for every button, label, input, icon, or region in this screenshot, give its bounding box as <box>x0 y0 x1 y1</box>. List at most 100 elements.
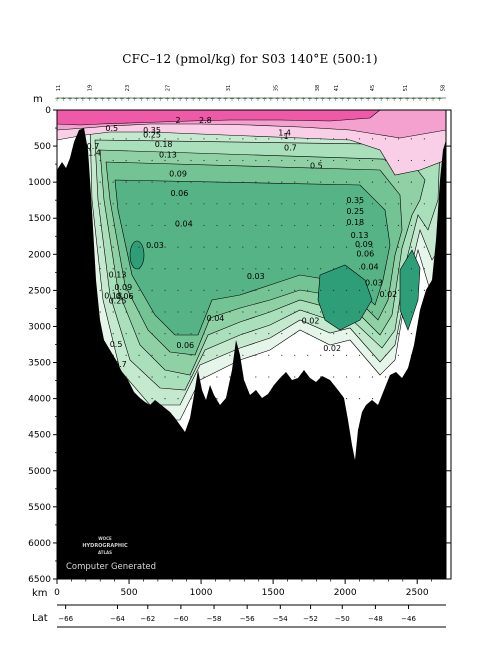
core-pocket <box>129 240 145 270</box>
sample-dot <box>268 246 270 248</box>
sample-dot <box>164 333 166 335</box>
contour-label: 0.35 <box>346 196 364 205</box>
contour-label: 0.02 <box>379 290 397 299</box>
station-label: 45 <box>370 85 376 91</box>
station-marker: + <box>340 96 345 103</box>
sample-dot <box>190 181 192 183</box>
sample-dot <box>358 181 361 183</box>
y-tick-label: 3000 <box>28 322 51 332</box>
sample-dot <box>307 354 309 356</box>
station-marker: + <box>411 96 416 103</box>
sample-dot <box>294 203 296 205</box>
y-tick-label: 2500 <box>28 286 51 296</box>
sample-points <box>99 138 425 400</box>
sample-dot <box>216 268 218 270</box>
sample-dot <box>384 246 387 248</box>
y-tick-label: 500 <box>34 142 51 152</box>
y-tick-label: 4500 <box>28 431 51 441</box>
contour-label: 0.06 <box>176 341 194 350</box>
sample-dot <box>371 246 374 248</box>
sample-dot <box>255 376 257 378</box>
station-marker: + <box>204 96 209 103</box>
sample-dot <box>216 311 218 313</box>
sample-dot <box>177 181 179 183</box>
sample-dot <box>423 246 425 248</box>
sample-dot <box>423 268 425 270</box>
sample-dot <box>345 138 348 140</box>
station-marker: + <box>243 96 248 103</box>
station-label: 23 <box>125 85 131 91</box>
contour-label: 0.03 <box>247 272 265 281</box>
sample-dot <box>255 311 257 313</box>
sample-dot <box>203 138 205 140</box>
sample-dot <box>268 354 270 356</box>
x-tick-label: 1500 <box>262 588 285 598</box>
station-marker: + <box>119 96 124 103</box>
station-marker: + <box>165 96 170 103</box>
sample-dot <box>345 159 348 162</box>
station-marker: + <box>74 96 79 103</box>
sample-dot <box>281 289 283 291</box>
sample-dot <box>164 246 166 248</box>
sample-dot <box>255 203 257 205</box>
sample-dot <box>216 333 218 335</box>
sample-dot <box>397 181 400 183</box>
sample-dot <box>190 138 192 140</box>
sample-dot <box>358 268 361 270</box>
sample-dot <box>333 354 335 356</box>
station-marker: + <box>262 96 267 103</box>
sample-dot <box>177 354 179 356</box>
sample-dot <box>203 311 205 313</box>
station-marker: + <box>372 96 377 103</box>
sample-dot <box>345 246 348 248</box>
sample-dot <box>242 289 244 291</box>
station-marker: + <box>255 96 260 103</box>
lat-tick-label: −60 <box>174 615 189 623</box>
sample-dot <box>229 246 231 248</box>
sample-dot <box>151 181 153 183</box>
station-marker: + <box>61 96 66 103</box>
sample-dot <box>99 203 101 205</box>
sample-dot <box>268 333 270 335</box>
surface-layer <box>57 110 446 176</box>
sample-dot <box>384 376 387 378</box>
sample-dot <box>177 159 179 162</box>
sample-dot <box>333 333 335 335</box>
sample-dot <box>358 311 361 313</box>
sample-dot <box>294 354 296 356</box>
station-label: 19 <box>88 85 94 91</box>
sample-dot <box>125 181 127 183</box>
sample-dot <box>229 333 231 335</box>
sample-dot <box>177 268 179 270</box>
sample-dot <box>190 268 192 270</box>
sample-dot <box>358 246 361 248</box>
sample-dot <box>268 311 270 313</box>
sample-dot <box>177 311 179 313</box>
sample-dot <box>294 289 296 291</box>
sample-dot <box>333 289 335 291</box>
sample-dot <box>294 268 296 270</box>
station-marker: + <box>359 96 364 103</box>
sample-dot <box>242 159 244 162</box>
sample-dot <box>384 181 387 183</box>
sample-dot <box>307 333 309 335</box>
sample-dot <box>151 289 153 291</box>
x-tick-label: 500 <box>120 588 137 598</box>
y-tick-label: 5000 <box>28 467 51 477</box>
station-marker: + <box>379 96 384 103</box>
station-marker: + <box>132 96 137 103</box>
contour-label: 0.18 <box>104 291 122 300</box>
lat-tick-label: −64 <box>110 615 125 623</box>
sample-dot <box>281 333 283 335</box>
station-marker: + <box>54 96 59 103</box>
lat-tick-label: −52 <box>303 615 318 623</box>
sample-dot <box>397 246 400 248</box>
sample-dot <box>397 333 400 335</box>
sample-dot <box>423 203 425 205</box>
sample-dot <box>125 159 127 162</box>
sample-dot <box>177 289 179 291</box>
contour-label: 0.03 <box>365 278 383 287</box>
sample-dot <box>345 268 348 270</box>
lat-tick-label: −62 <box>140 615 155 623</box>
